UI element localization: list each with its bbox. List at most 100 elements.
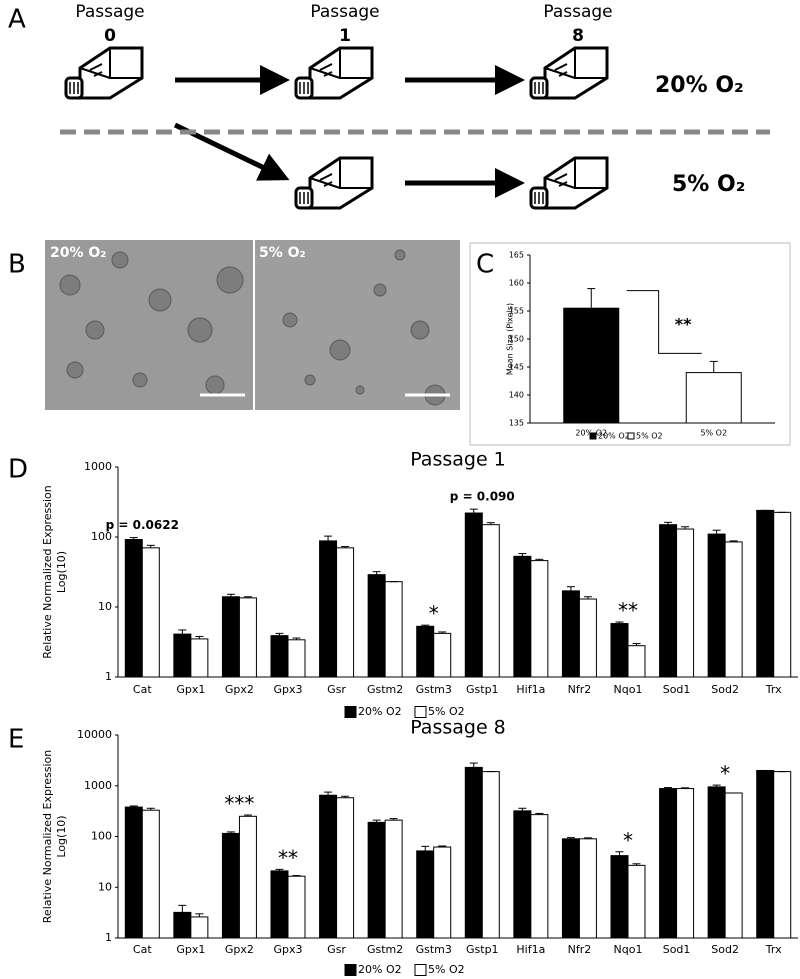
bar <box>659 524 678 678</box>
legend-label: 20% O2 <box>358 705 402 718</box>
x-tick-label: 5% O2 <box>700 429 727 438</box>
legend-swatch <box>414 706 427 718</box>
y-tick-label: 1 <box>105 670 112 683</box>
panel-a-diagram <box>60 46 770 210</box>
legend-swatch <box>414 964 427 976</box>
panel-label: D <box>8 455 28 485</box>
bar <box>433 632 452 678</box>
significance-marker: * <box>720 762 730 786</box>
y-tick-label: 10000 <box>77 728 112 741</box>
bar <box>319 794 338 939</box>
x-tick-label: Cat <box>133 683 152 696</box>
panel-label: A <box>8 5 26 35</box>
bar <box>319 540 338 678</box>
bar <box>270 870 289 939</box>
bar <box>270 635 289 678</box>
significance-marker: ** <box>278 846 298 870</box>
x-tick-label: Sod2 <box>711 943 739 956</box>
bar <box>561 590 580 678</box>
bar <box>513 810 532 939</box>
x-tick-label: Gpx2 <box>225 943 254 956</box>
legend-label: 5% O2 <box>428 963 465 976</box>
x-tick-label: Gpx1 <box>176 943 205 956</box>
bar <box>773 511 792 678</box>
bar <box>707 533 726 678</box>
bar <box>676 788 695 939</box>
chart-title: Passage 1 <box>410 449 506 471</box>
y-axis-label: Log(10) <box>55 815 68 857</box>
x-tick-label: Gpx1 <box>176 683 205 696</box>
bar <box>756 509 775 678</box>
y-tick-label: 145 <box>509 363 524 372</box>
bar <box>367 574 386 678</box>
bar <box>513 555 532 678</box>
y-axis-label: Relative Normalized Expression <box>41 750 54 923</box>
y-tick-label: 100 <box>91 530 112 543</box>
bar <box>190 638 209 678</box>
significance-marker: * <box>623 828 633 852</box>
x-tick-label: Gstm2 <box>367 683 403 696</box>
passage-number: 8 <box>572 26 584 46</box>
bar <box>384 581 403 678</box>
passage-word: Passage <box>75 2 144 22</box>
legend-swatch <box>627 432 635 440</box>
y-tick-label: 10 <box>98 600 112 613</box>
x-tick-label: Gsr <box>327 683 346 696</box>
y-tick-label: 100 <box>91 830 112 843</box>
image-label: 5% O₂ <box>259 245 306 261</box>
y-tick-label: 165 <box>509 251 524 260</box>
y-axis-label: Mean Size (Pixels) <box>506 303 515 375</box>
x-tick-label: Gstp1 <box>466 943 499 956</box>
bar <box>433 846 452 939</box>
x-tick-label: Gstm3 <box>416 683 452 696</box>
y-tick-label: 1000 <box>84 779 112 792</box>
bar <box>416 625 435 678</box>
chart-title: Passage 8 <box>410 717 506 739</box>
bar <box>530 560 549 678</box>
passage-word: Passage <box>543 2 612 22</box>
y-tick-label: 1 <box>105 931 112 944</box>
legend-swatch <box>589 432 597 440</box>
bar <box>124 806 143 939</box>
bar <box>190 916 209 939</box>
x-tick-label: Gpx2 <box>225 683 254 696</box>
bar <box>238 815 257 939</box>
bar <box>141 809 160 939</box>
bar <box>464 766 483 939</box>
bar <box>561 838 580 939</box>
bar <box>336 547 355 678</box>
y-tick-label: 140 <box>509 391 524 400</box>
bar <box>578 838 597 939</box>
legend-label: 20% O2 <box>358 963 402 976</box>
y-tick-label: 10 <box>98 880 112 893</box>
x-tick-label: Gpx3 <box>273 943 302 956</box>
bar <box>610 855 629 939</box>
bar <box>756 769 775 939</box>
y-tick-label: 135 <box>509 419 524 428</box>
y-tick-label: 150 <box>509 335 524 344</box>
x-tick-label: Gsr <box>327 943 346 956</box>
bar <box>221 596 240 678</box>
bar <box>384 819 403 939</box>
x-tick-label: Sod1 <box>663 683 691 696</box>
x-tick-label: Nqo1 <box>614 943 643 956</box>
x-tick-label: Nfr2 <box>568 943 592 956</box>
panel-label: B <box>8 250 26 280</box>
bar <box>659 788 678 939</box>
x-tick-label: Sod2 <box>711 683 739 696</box>
condition-label: 5% O₂ <box>672 172 745 197</box>
legend-label: 5% O2 <box>428 705 465 718</box>
legend-swatch <box>344 706 357 718</box>
bar <box>676 528 695 678</box>
bar <box>563 307 620 424</box>
bar <box>464 512 483 678</box>
x-tick-label: Nqo1 <box>614 683 643 696</box>
significance-bracket <box>626 290 702 354</box>
y-tick-label: 155 <box>509 307 524 316</box>
significance-marker: * <box>429 602 439 626</box>
x-tick-label: Gstp1 <box>466 683 499 696</box>
bar <box>724 792 743 939</box>
bar <box>287 875 306 939</box>
